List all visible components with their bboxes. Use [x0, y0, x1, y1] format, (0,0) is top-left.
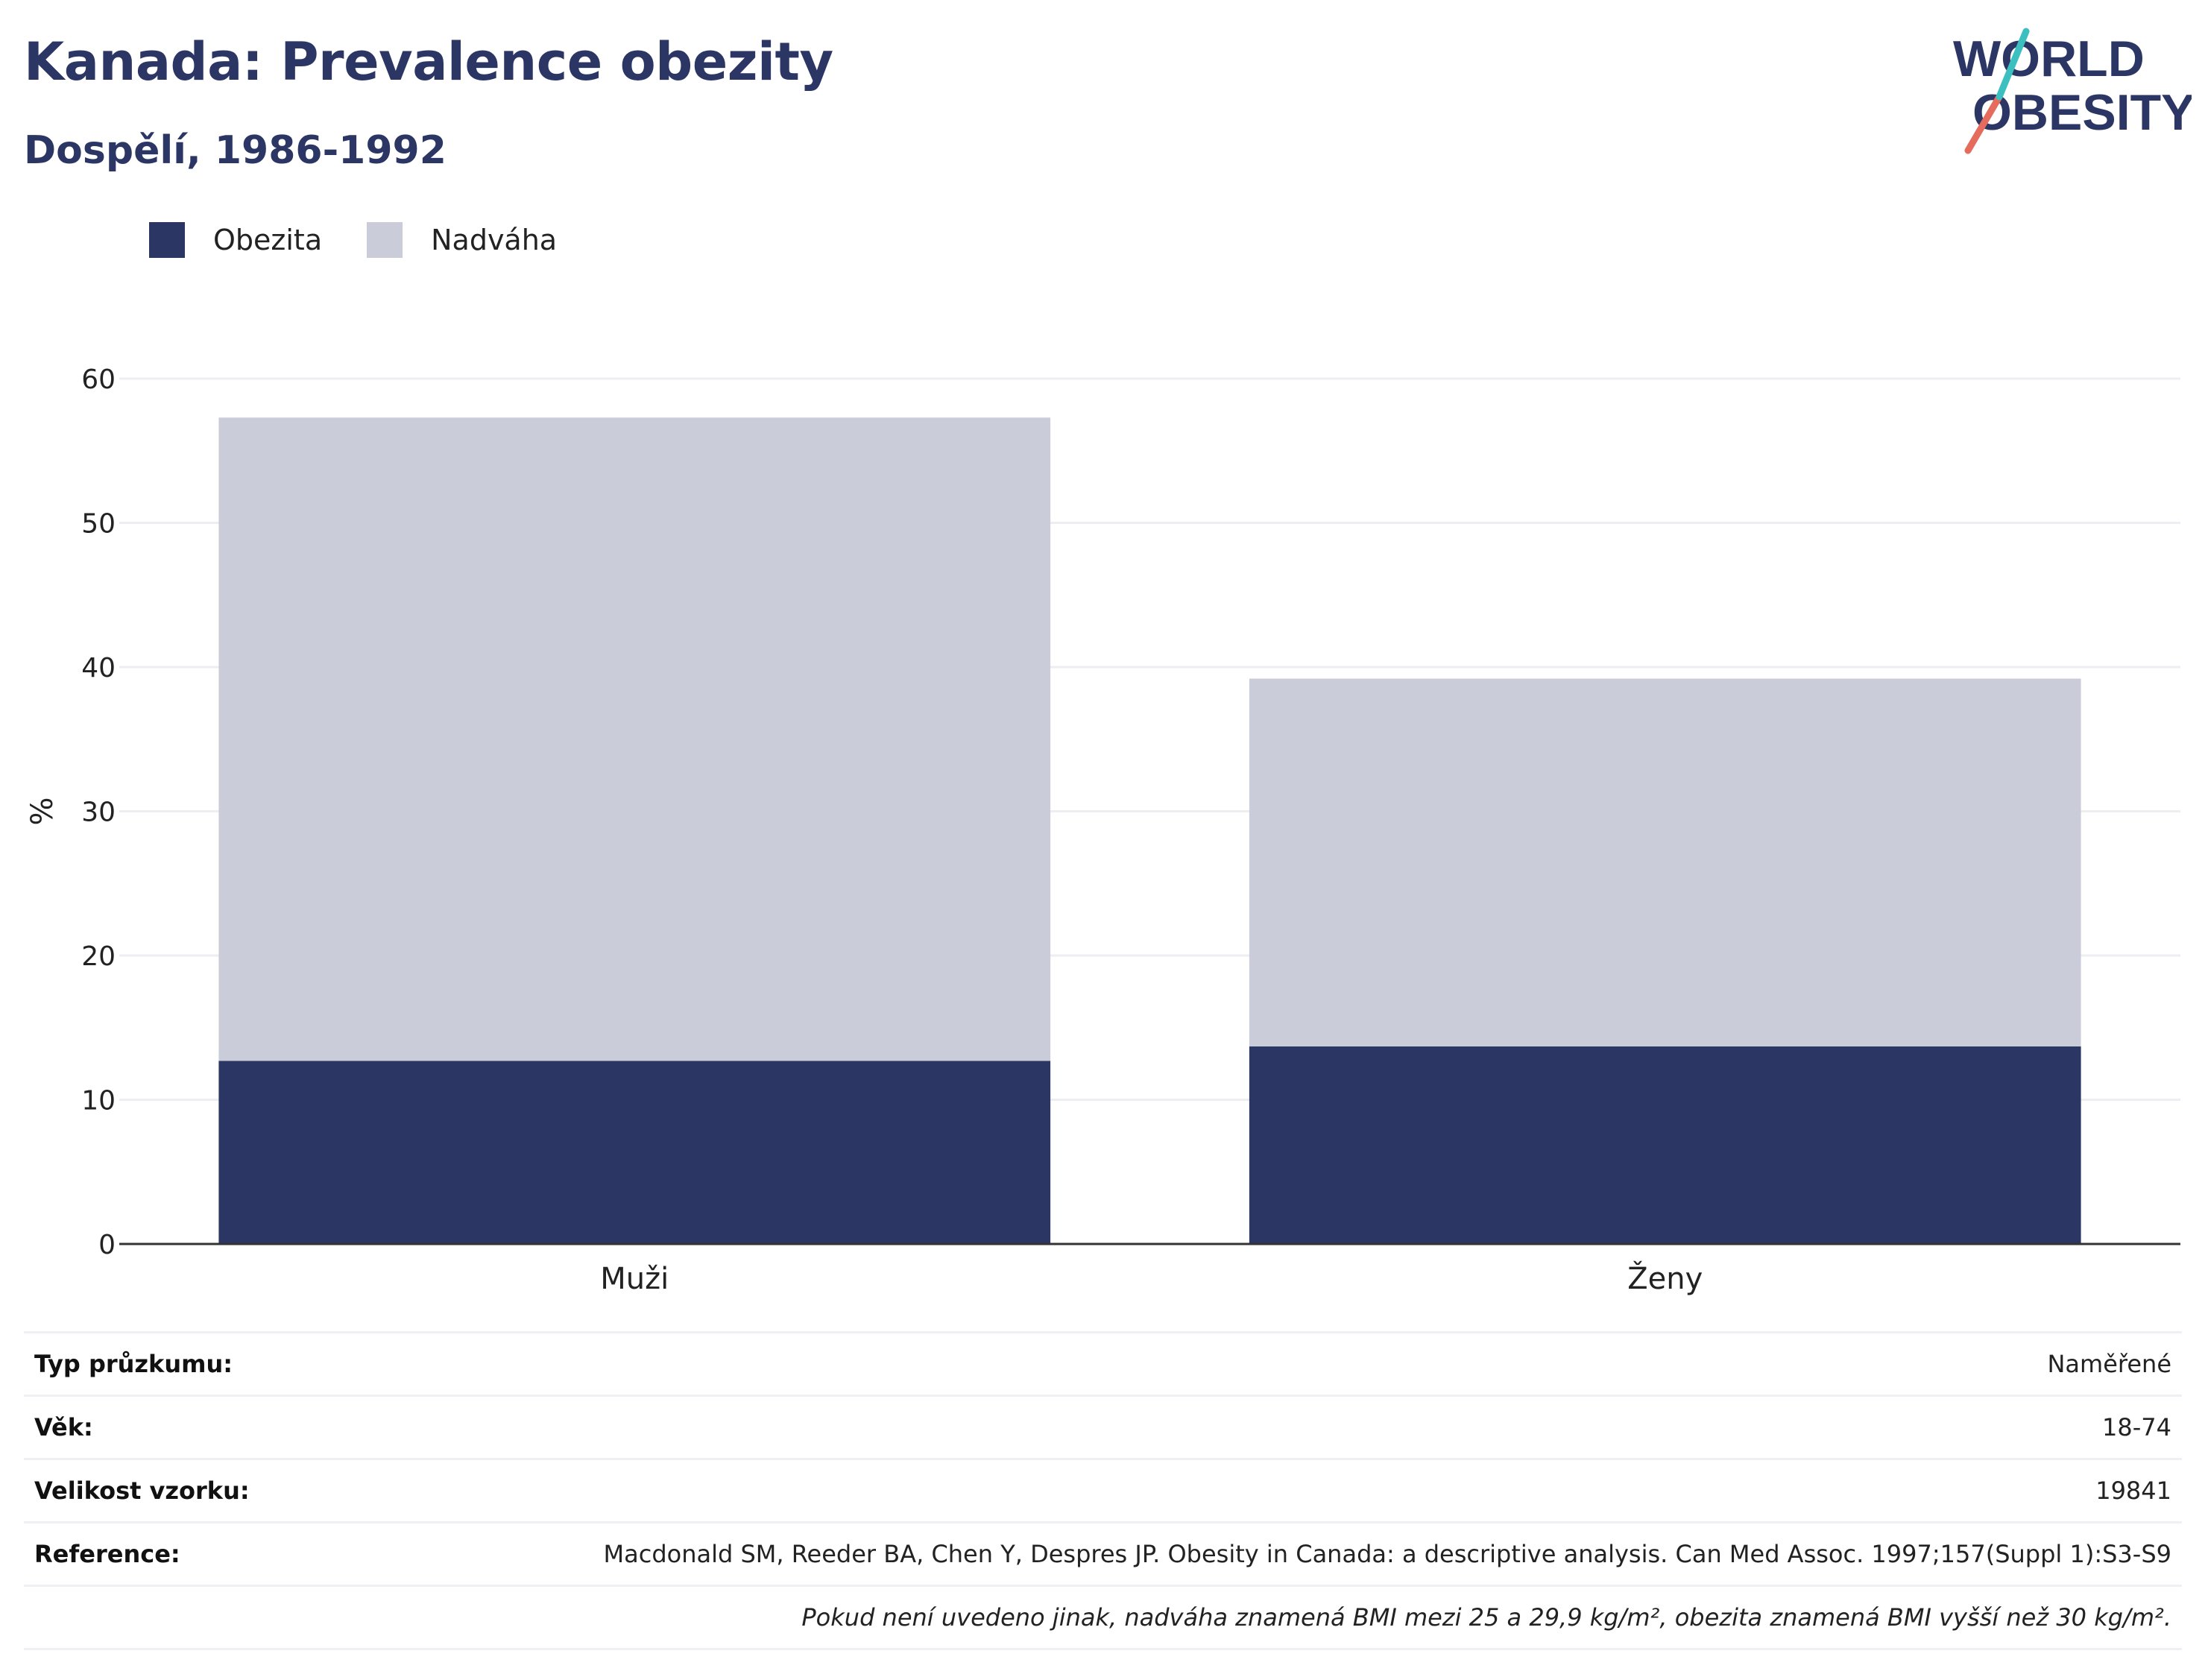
info-row-sample-size: Velikost vzorku: 19841	[24, 1458, 2182, 1521]
legend-item-nadvaha: Nadváha	[367, 222, 557, 258]
y-tick-label: 0	[98, 1230, 116, 1260]
info-table: Typ průzkumu: Naměřené Věk: 18-74 Veliko…	[24, 1331, 2182, 1650]
legend-label-nadvaha: Nadváha	[431, 224, 558, 256]
bar-chart: 0 10 20 30 40 50 60 Muži Ženy%	[25, 364, 2180, 1296]
info-value: 18-74	[2102, 1413, 2171, 1441]
info-key: Reference:	[34, 1540, 180, 1568]
legend-label-obezita: Obezita	[213, 224, 323, 256]
info-key: Věk:	[34, 1413, 93, 1441]
legend-swatch-nadvaha	[367, 222, 403, 258]
x-tick-label: Ženy	[1627, 1260, 1703, 1296]
info-value: Naměřené	[2047, 1350, 2171, 1378]
y-tick-label: 60	[81, 364, 116, 395]
chart-subtitle: Dospělí, 1986-1992	[24, 128, 447, 173]
y-tick-label: 40	[81, 653, 116, 683]
legend-item-obezita: Obezita	[149, 222, 322, 258]
info-row-survey-type: Typ průzkumu: Naměřené	[24, 1331, 2182, 1395]
bar-nadváha-1	[1249, 678, 2081, 1046]
info-footnote-row: Pokud není uvedeno jinak, nadváha znamen…	[24, 1585, 2182, 1650]
info-key: Velikost vzorku:	[34, 1477, 250, 1505]
y-tick-label: 20	[81, 941, 116, 972]
chart-legend: Obezita Nadváha	[149, 222, 602, 258]
y-tick-label: 50	[81, 509, 116, 540]
footnote: Pokud není uvedeno jinak, nadváha znamen…	[801, 1603, 2171, 1632]
info-key: Typ průzkumu:	[34, 1350, 233, 1378]
world-obesity-logo: WORLD OBESITY	[1953, 28, 2192, 154]
bar-nadváha-0	[218, 417, 1051, 1061]
chart-title: Kanada: Prevalence obezity	[24, 31, 833, 92]
y-tick-label: 10	[81, 1086, 116, 1117]
legend-swatch-obezita	[149, 222, 185, 258]
bar-obezita-0	[218, 1061, 1051, 1244]
y-axis-label: %	[25, 797, 60, 825]
bar-obezita-1	[1249, 1046, 2081, 1244]
info-row-age: Věk: 18-74	[24, 1395, 2182, 1458]
x-tick-label: Muži	[600, 1262, 669, 1296]
logo-line-1: WORLD	[1953, 31, 2145, 87]
info-value: 19841	[2095, 1477, 2171, 1505]
logo-line-2: OBESITY	[1972, 84, 2192, 141]
info-value: Macdonald SM, Reeder BA, Chen Y, Despres…	[603, 1540, 2172, 1568]
info-row-reference: Reference: Macdonald SM, Reeder BA, Chen…	[24, 1521, 2182, 1585]
y-tick-label: 30	[81, 798, 116, 828]
